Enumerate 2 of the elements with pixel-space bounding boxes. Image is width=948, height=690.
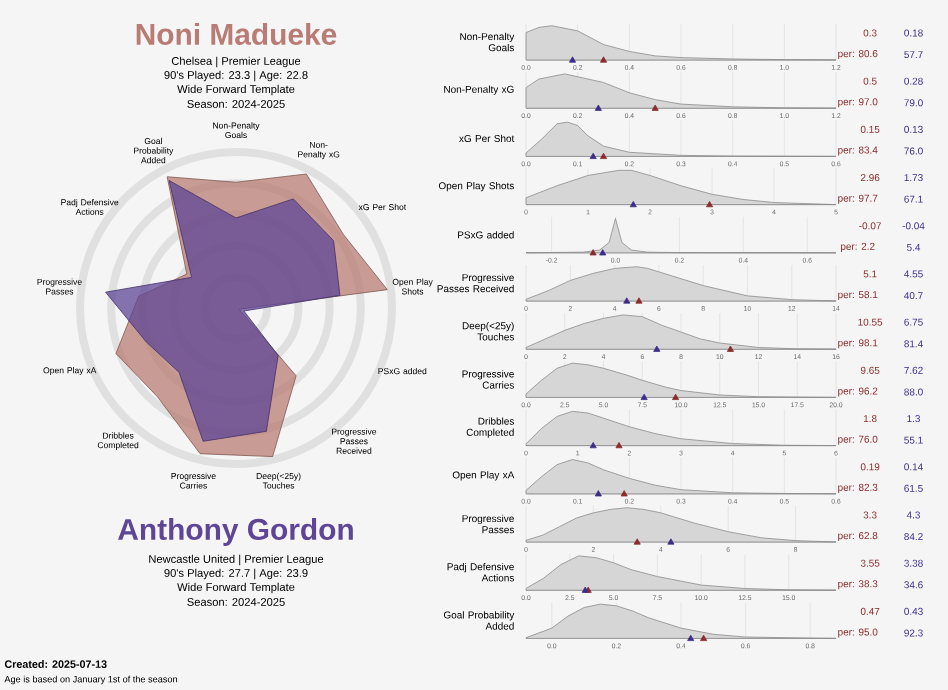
text: Anthony Gordon (118, 518, 353, 546)
text: Noni Madueke (136, 23, 337, 45)
